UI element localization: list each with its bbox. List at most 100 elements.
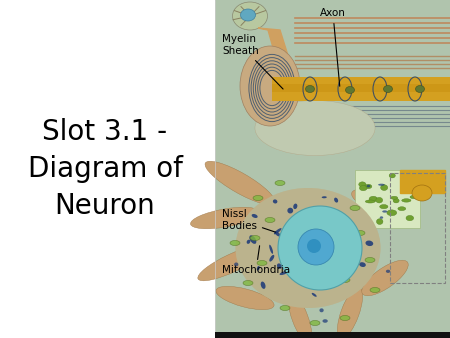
Ellipse shape [280, 306, 290, 311]
Ellipse shape [247, 240, 250, 244]
Ellipse shape [230, 241, 240, 245]
Ellipse shape [265, 217, 275, 222]
Ellipse shape [393, 198, 399, 203]
Ellipse shape [275, 180, 285, 186]
Ellipse shape [391, 196, 398, 199]
Text: Myelin
Sheath: Myelin Sheath [222, 34, 283, 89]
Ellipse shape [269, 255, 274, 262]
Ellipse shape [382, 210, 387, 213]
Ellipse shape [310, 320, 320, 325]
Ellipse shape [377, 219, 383, 224]
Ellipse shape [274, 228, 282, 234]
Ellipse shape [306, 86, 315, 93]
Circle shape [278, 206, 362, 290]
Ellipse shape [269, 245, 273, 254]
Ellipse shape [369, 196, 378, 202]
Ellipse shape [359, 182, 366, 187]
Ellipse shape [410, 195, 418, 199]
Ellipse shape [274, 231, 280, 237]
Circle shape [307, 239, 321, 253]
Ellipse shape [350, 206, 360, 211]
Ellipse shape [323, 319, 328, 323]
Ellipse shape [252, 214, 258, 218]
Text: Axon: Axon [320, 8, 346, 86]
Ellipse shape [255, 100, 375, 155]
Ellipse shape [293, 203, 297, 209]
Ellipse shape [255, 100, 375, 155]
Ellipse shape [279, 271, 288, 275]
Ellipse shape [240, 9, 256, 21]
Ellipse shape [340, 277, 350, 283]
Bar [272, 77, 450, 101]
Ellipse shape [355, 231, 365, 236]
Ellipse shape [386, 270, 390, 273]
Bar [215, 0, 450, 170]
Ellipse shape [381, 185, 388, 190]
Ellipse shape [340, 315, 350, 320]
Ellipse shape [365, 241, 373, 246]
Ellipse shape [322, 196, 327, 198]
Ellipse shape [370, 288, 380, 292]
Bar [215, 168, 450, 338]
Ellipse shape [359, 262, 366, 267]
Bar [272, 84, 450, 92]
Bar [390, 173, 445, 283]
Ellipse shape [253, 195, 263, 200]
Ellipse shape [243, 281, 253, 286]
Ellipse shape [346, 87, 355, 94]
Ellipse shape [216, 286, 274, 310]
Ellipse shape [387, 210, 397, 216]
Ellipse shape [367, 185, 370, 187]
Ellipse shape [406, 215, 414, 221]
Ellipse shape [288, 292, 312, 338]
Polygon shape [400, 170, 445, 193]
Ellipse shape [365, 200, 375, 203]
Bar [215, 0, 450, 170]
Text: Slot 3.1 -
Diagram of
Neuron: Slot 3.1 - Diagram of Neuron [27, 118, 182, 220]
Ellipse shape [378, 184, 385, 186]
Ellipse shape [415, 86, 424, 93]
Ellipse shape [250, 236, 260, 241]
Ellipse shape [288, 208, 293, 214]
Ellipse shape [235, 188, 381, 308]
Ellipse shape [257, 261, 267, 266]
Ellipse shape [234, 263, 238, 266]
Ellipse shape [380, 216, 383, 219]
Text: Mitochondria: Mitochondria [222, 246, 290, 275]
Ellipse shape [277, 263, 282, 269]
Ellipse shape [233, 2, 267, 30]
Bar [215, 332, 450, 338]
Ellipse shape [235, 188, 381, 308]
Ellipse shape [402, 199, 411, 202]
Polygon shape [258, 28, 295, 90]
Ellipse shape [398, 207, 406, 211]
Ellipse shape [380, 204, 388, 209]
Ellipse shape [412, 185, 432, 201]
Ellipse shape [249, 235, 256, 244]
Ellipse shape [205, 161, 275, 205]
Bar [215, 0, 450, 338]
Ellipse shape [383, 86, 392, 93]
Ellipse shape [365, 184, 372, 189]
Ellipse shape [365, 258, 375, 263]
Bar [355, 170, 420, 228]
Ellipse shape [338, 287, 363, 338]
Ellipse shape [410, 188, 415, 191]
Ellipse shape [240, 46, 300, 126]
Ellipse shape [261, 282, 265, 289]
Ellipse shape [320, 308, 324, 312]
Ellipse shape [312, 293, 317, 297]
Bar [215, 168, 450, 338]
Ellipse shape [360, 186, 367, 191]
Ellipse shape [257, 266, 260, 271]
Ellipse shape [198, 245, 266, 281]
Ellipse shape [190, 207, 260, 229]
Ellipse shape [389, 173, 395, 178]
Ellipse shape [376, 197, 382, 203]
Ellipse shape [351, 189, 409, 217]
Ellipse shape [334, 198, 338, 202]
Circle shape [298, 229, 334, 265]
Bar [0, 0, 215, 338]
Ellipse shape [273, 199, 277, 203]
Text: Nissl
Bodies: Nissl Bodies [222, 209, 275, 232]
